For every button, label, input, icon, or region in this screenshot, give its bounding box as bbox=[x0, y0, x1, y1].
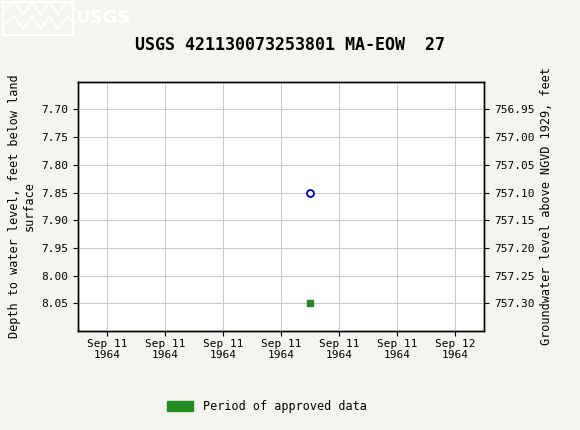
Y-axis label: Depth to water level, feet below land
surface: Depth to water level, feet below land su… bbox=[8, 74, 36, 338]
Text: USGS 421130073253801 MA-EOW  27: USGS 421130073253801 MA-EOW 27 bbox=[135, 36, 445, 54]
Legend: Period of approved data: Period of approved data bbox=[162, 395, 371, 418]
Text: USGS: USGS bbox=[75, 9, 130, 27]
Y-axis label: Groundwater level above NGVD 1929, feet: Groundwater level above NGVD 1929, feet bbox=[540, 68, 553, 345]
